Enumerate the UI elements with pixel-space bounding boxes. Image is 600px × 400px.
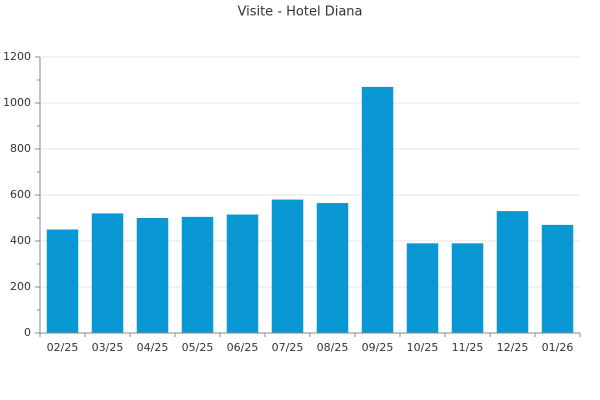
y-tick-label: 1200 — [3, 50, 31, 63]
x-tick-label: 06/25 — [227, 341, 259, 354]
bar — [136, 218, 169, 333]
y-tick-label: 200 — [10, 280, 31, 293]
bar — [406, 243, 439, 333]
bar — [541, 224, 574, 333]
x-tick-label: 10/25 — [407, 341, 439, 354]
x-tick-label: 08/25 — [317, 341, 349, 354]
x-tick-label: 03/25 — [92, 341, 124, 354]
y-tick-label: 400 — [10, 234, 31, 247]
bar — [316, 203, 349, 333]
bar — [181, 216, 214, 333]
y-tick-label: 600 — [10, 188, 31, 201]
y-tick-label: 1000 — [3, 96, 31, 109]
bar — [91, 213, 124, 333]
bar — [496, 211, 529, 333]
x-tick-label: 05/25 — [182, 341, 214, 354]
x-tick-label: 02/25 — [47, 341, 79, 354]
y-tick-label: 0 — [24, 326, 31, 339]
x-tick-label: 07/25 — [272, 341, 304, 354]
x-tick-label: 11/25 — [452, 341, 484, 354]
y-tick-label: 800 — [10, 142, 31, 155]
x-tick-label: 04/25 — [137, 341, 169, 354]
bar — [451, 243, 484, 333]
bar — [226, 214, 259, 333]
chart-title: Visite - Hotel Diana — [237, 5, 362, 20]
bar — [46, 229, 79, 333]
x-tick-label: 09/25 — [362, 341, 394, 354]
bar — [271, 199, 304, 333]
x-tick-label: 01/26 — [542, 341, 574, 354]
x-tick-label: 12/25 — [497, 341, 529, 354]
bar — [361, 86, 394, 334]
